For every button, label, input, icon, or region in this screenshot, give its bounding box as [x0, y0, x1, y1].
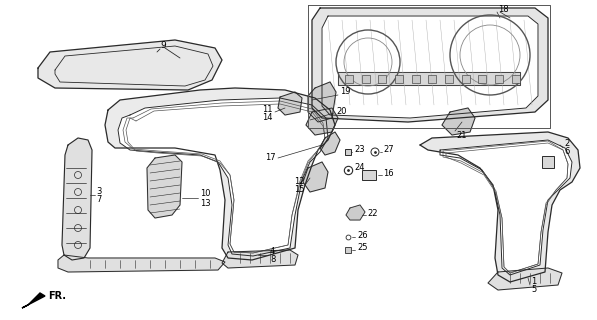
Polygon shape [303, 162, 328, 192]
Bar [395, 75, 403, 83]
Text: 25: 25 [357, 244, 368, 252]
Text: 7: 7 [96, 196, 101, 204]
Polygon shape [62, 138, 92, 260]
Text: 24: 24 [354, 164, 365, 172]
Text: 5: 5 [531, 285, 536, 294]
Text: 18: 18 [498, 5, 509, 14]
Polygon shape [442, 108, 475, 135]
Polygon shape [222, 250, 298, 268]
Bar [478, 75, 486, 83]
Text: 11: 11 [262, 105, 272, 114]
Bar [412, 75, 420, 83]
Polygon shape [118, 98, 328, 256]
FancyBboxPatch shape [362, 170, 376, 180]
Text: 13: 13 [200, 198, 211, 207]
Bar [345, 75, 353, 83]
Bar [428, 75, 436, 83]
Bar [362, 75, 370, 83]
Polygon shape [440, 140, 572, 275]
Text: 21: 21 [456, 131, 466, 140]
Polygon shape [105, 88, 335, 260]
Polygon shape [488, 268, 562, 290]
Bar [445, 75, 453, 83]
Text: 2: 2 [564, 139, 570, 148]
Text: 19: 19 [340, 87, 350, 97]
Text: 26: 26 [357, 230, 368, 239]
Text: 14: 14 [262, 113, 272, 122]
Polygon shape [306, 108, 338, 135]
Text: 10: 10 [200, 189, 211, 198]
Text: 4: 4 [270, 246, 275, 255]
Polygon shape [346, 205, 365, 220]
Bar [462, 75, 470, 83]
Polygon shape [320, 132, 340, 155]
Polygon shape [278, 92, 302, 115]
Text: 3: 3 [96, 188, 101, 196]
Text: 27: 27 [383, 146, 393, 155]
Text: 8: 8 [270, 254, 275, 263]
Text: 6: 6 [564, 147, 570, 156]
Bar [378, 75, 386, 83]
Text: 23: 23 [354, 146, 365, 155]
Polygon shape [420, 132, 580, 282]
Bar [542, 156, 554, 168]
Text: 12: 12 [294, 178, 304, 187]
Text: 9: 9 [160, 41, 166, 50]
Text: 20: 20 [336, 107, 346, 116]
Polygon shape [312, 8, 548, 122]
Polygon shape [322, 16, 538, 118]
Text: 22: 22 [367, 209, 377, 218]
Polygon shape [308, 82, 336, 122]
Polygon shape [338, 72, 520, 85]
Text: 1: 1 [531, 277, 536, 286]
Polygon shape [147, 155, 182, 218]
Polygon shape [58, 255, 225, 272]
Text: 17: 17 [265, 153, 276, 162]
Text: 16: 16 [383, 169, 393, 178]
Bar [495, 75, 503, 83]
Polygon shape [38, 40, 222, 90]
Polygon shape [22, 293, 45, 308]
Bar [512, 75, 520, 83]
Text: FR.: FR. [48, 291, 66, 301]
Text: 15: 15 [294, 186, 304, 195]
